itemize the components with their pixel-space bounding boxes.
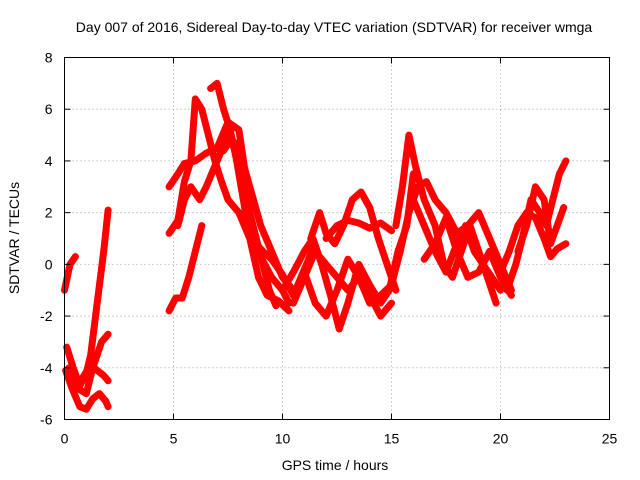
series-track-a4 bbox=[61, 253, 79, 294]
x-axis-label: GPS time / hours bbox=[282, 457, 389, 473]
x-tick-label: 0 bbox=[61, 431, 69, 447]
y-tick-label: 8 bbox=[45, 50, 53, 66]
series-track-c5 bbox=[300, 247, 404, 320]
y-tick-label: 0 bbox=[45, 256, 53, 272]
series-track-e2 bbox=[503, 157, 570, 294]
series-track-d4 bbox=[420, 214, 515, 299]
chart-title: Day 007 of 2016, Sidereal Day-to-day VTE… bbox=[76, 19, 593, 35]
y-tick-label: -2 bbox=[40, 308, 53, 324]
series-track-e3 bbox=[514, 183, 568, 255]
series-track-d2 bbox=[396, 178, 515, 294]
x-tick-label: 10 bbox=[275, 431, 291, 447]
y-tick-label: 4 bbox=[45, 153, 53, 169]
y-tick-label: -4 bbox=[40, 360, 53, 376]
plot-frame bbox=[64, 57, 610, 420]
y-tick-label: 2 bbox=[45, 205, 53, 221]
y-tick-label: -6 bbox=[40, 412, 53, 428]
series-track-a1 bbox=[62, 366, 112, 413]
axis-ticks: 0 5 10 15 20 25 -6 -4 -2 0 2 4 6 8 bbox=[40, 50, 617, 447]
series-track-e1 bbox=[497, 209, 570, 276]
series-track-b2 bbox=[165, 95, 293, 307]
series-track-d3 bbox=[409, 196, 504, 294]
x-tick-label: 5 bbox=[170, 431, 178, 447]
x-tick-label: 15 bbox=[384, 431, 400, 447]
series-track-a5 bbox=[74, 361, 112, 390]
series-track-c4 bbox=[322, 216, 395, 242]
series-track-b3 bbox=[165, 222, 206, 315]
y-tick-label: 6 bbox=[45, 101, 53, 117]
y-axis-label: SDTVAR / TECUs bbox=[6, 182, 22, 294]
data-traces bbox=[61, 79, 570, 413]
series-track-a2 bbox=[63, 206, 112, 390]
series-track-c2 bbox=[307, 188, 400, 294]
x-tick-label: 25 bbox=[602, 431, 618, 447]
x-tick-label: 20 bbox=[493, 431, 509, 447]
